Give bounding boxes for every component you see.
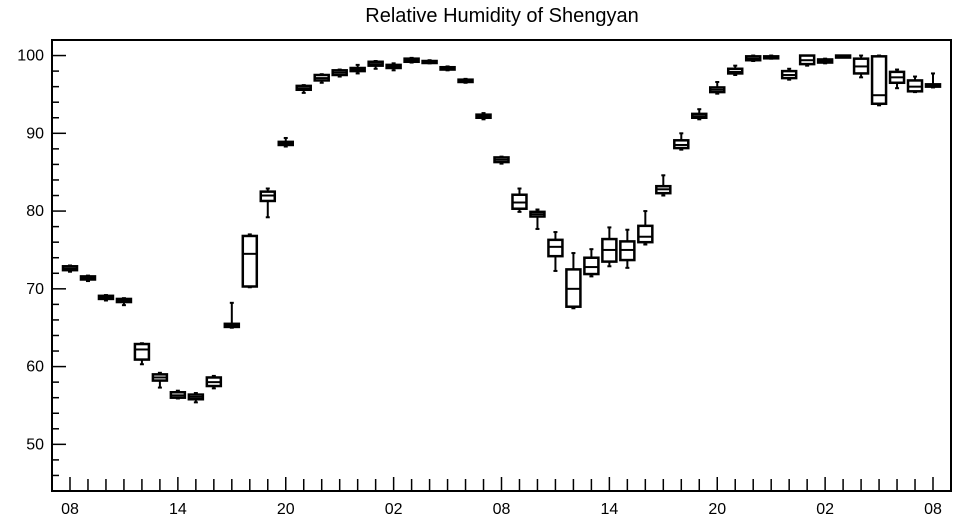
box-plot: [223, 301, 241, 329]
box-plot: [79, 274, 97, 283]
box-plot: [421, 59, 438, 65]
x-tick-label: 08: [61, 501, 79, 518]
x-tick-label: 02: [816, 501, 834, 518]
box-plot: [673, 132, 690, 151]
box-iqr: [870, 55, 888, 106]
y-tick-label: 50: [26, 436, 44, 453]
box-plot: [888, 68, 906, 90]
box-plot: [277, 136, 294, 148]
box-plot: [637, 210, 654, 246]
box-plot: [619, 228, 636, 269]
box-plot: [313, 73, 330, 84]
box-plot: [295, 84, 312, 94]
box-plot: [655, 174, 672, 197]
x-tick-label: 20: [277, 501, 295, 518]
box-plot: [259, 187, 277, 219]
box-plot: [241, 233, 259, 289]
y-tick-label: 80: [26, 203, 44, 220]
box-plot: [403, 56, 420, 64]
box-plot: [457, 77, 474, 84]
y-tick-label: 90: [26, 125, 44, 142]
box-plot: [475, 112, 492, 121]
box-plot: [906, 75, 924, 94]
box-plot: [115, 297, 133, 307]
y-tick-label: 60: [26, 359, 44, 376]
box-iqr: [583, 256, 600, 276]
x-tick-label: 08: [924, 501, 942, 518]
axis-ticks: 50 60 70 80 90 100 08 14 20 02 08 14 20 02 08: [17, 39, 942, 518]
box-plot: [762, 54, 780, 60]
box-plot: [133, 342, 151, 366]
box-plot: [349, 63, 366, 75]
box-plot: [870, 54, 888, 107]
box-plot: [61, 264, 79, 273]
box-series: [61, 54, 942, 404]
plot-frame: [51, 39, 952, 492]
box-plot: [187, 392, 205, 404]
x-tick-label: 14: [169, 501, 187, 518]
box-plot: [744, 54, 762, 62]
y-tick-label: 100: [17, 48, 44, 65]
box-plot: [385, 62, 402, 72]
box-plot: [834, 54, 852, 59]
box-plot: [151, 371, 169, 389]
box-plot: [331, 68, 348, 78]
box-plot: [816, 57, 834, 65]
box-plot: [493, 155, 510, 165]
box-plot: [565, 252, 582, 310]
box-plot: [583, 248, 600, 278]
x-tick-label: 08: [493, 501, 511, 518]
box-plot: [852, 54, 870, 79]
y-tick-label: 70: [26, 281, 44, 298]
box-plot: [798, 54, 816, 67]
x-tick-label: 14: [600, 501, 618, 518]
x-tick-label: 02: [385, 501, 403, 518]
box-iqr: [547, 238, 564, 258]
box-plot: [691, 108, 708, 121]
box-plot: [709, 80, 726, 95]
box-plot: [601, 226, 618, 268]
x-tick-label: 20: [708, 501, 726, 518]
box-plot: [780, 67, 798, 81]
box-plot: [726, 64, 744, 76]
box-plot: [511, 187, 528, 213]
box-plot: [529, 208, 546, 230]
box-plot: [439, 65, 456, 72]
box-plot: [205, 374, 223, 390]
box-plot: [169, 389, 187, 400]
box-plot: [97, 294, 115, 302]
box-plot: [547, 231, 564, 272]
box-iqr: [241, 234, 259, 288]
box-iqr: [637, 224, 654, 244]
box-plot: [924, 72, 942, 89]
chart-title: Relative Humidity of Shengyan: [365, 5, 638, 27]
box-iqr: [133, 342, 151, 361]
box-plot: [367, 59, 384, 70]
